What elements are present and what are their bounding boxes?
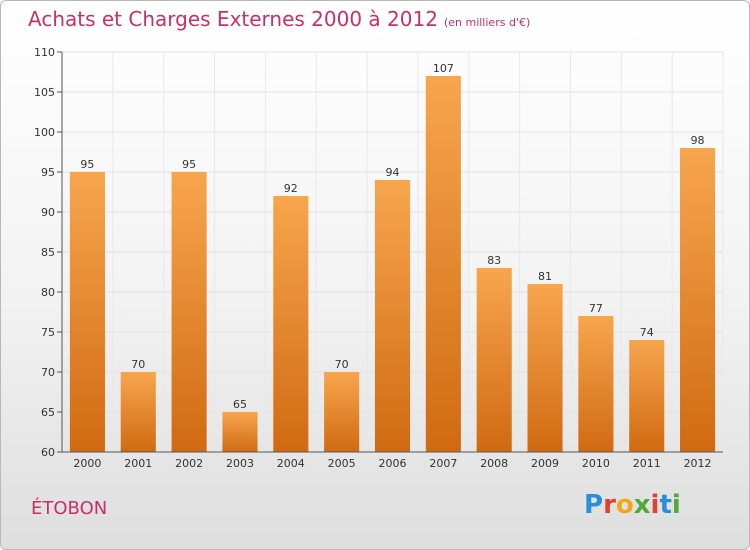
place-name: ÉTOBON <box>31 498 108 519</box>
labels: 60 65 70 75 80 85 90 95 100 105 110 95 2000 70 2001 95 2… <box>34 46 712 470</box>
logo-letter: r <box>603 490 616 520</box>
bar <box>324 372 360 452</box>
value-label: 65 <box>233 398 247 411</box>
y-tick-label: 95 <box>41 166 55 179</box>
logo-letter: x <box>633 490 651 520</box>
bars <box>69 76 716 452</box>
value-label: 77 <box>589 302 603 315</box>
y-tick-label: 100 <box>34 126 55 139</box>
bar <box>222 412 258 452</box>
value-label: 70 <box>131 358 145 371</box>
y-tick-label: 110 <box>34 46 55 59</box>
x-tick-label: 2005 <box>328 457 356 470</box>
bar <box>527 284 563 452</box>
x-tick-label: 2002 <box>175 457 203 470</box>
value-label: 74 <box>640 326 654 339</box>
value-label: 83 <box>487 254 501 267</box>
value-label: 98 <box>691 134 705 147</box>
chart-title: Achats et Charges Externes 2000 à 2012 (e… <box>28 7 530 31</box>
bar <box>374 180 411 452</box>
y-tick-label: 80 <box>41 286 55 299</box>
bar <box>476 268 512 452</box>
bar <box>425 76 461 452</box>
bar <box>273 196 309 452</box>
value-label: 94 <box>386 166 400 179</box>
y-tick-label: 85 <box>41 246 55 259</box>
proxiti-logo: Proxiti <box>584 490 681 520</box>
value-label: 81 <box>538 270 552 283</box>
logo-letter: i <box>671 490 681 520</box>
axes <box>57 51 723 453</box>
x-tick-label: 2004 <box>277 457 305 470</box>
x-tick-label: 2012 <box>684 457 712 470</box>
x-tick-label: 2007 <box>429 457 457 470</box>
y-tick-label: 90 <box>41 206 55 219</box>
y-tick-label: 105 <box>34 86 55 99</box>
y-tick-label: 60 <box>41 446 55 459</box>
x-tick-label: 2000 <box>73 457 101 470</box>
logo-letter: i <box>650 490 660 520</box>
value-label: 107 <box>433 62 454 75</box>
bar <box>171 172 207 452</box>
bar <box>680 148 716 452</box>
y-tick-label: 65 <box>41 406 55 419</box>
chart-title-unit: (en milliers d'€) <box>443 16 531 29</box>
chart-title-main: Achats et Charges Externes 2000 à 2012 <box>28 7 438 31</box>
value-label: 70 <box>335 358 349 371</box>
x-tick-label: 2010 <box>582 457 610 470</box>
x-tick-label: 2009 <box>531 457 559 470</box>
x-tick-label: 2006 <box>379 457 407 470</box>
x-tick-label: 2011 <box>633 457 661 470</box>
x-tick-label: 2001 <box>124 457 152 470</box>
value-label: 95 <box>182 158 196 171</box>
bar <box>120 372 156 452</box>
bar <box>69 172 105 452</box>
x-tick-label: 2003 <box>226 457 254 470</box>
logo-letter: t <box>659 490 672 520</box>
bar <box>629 340 665 452</box>
logo-letter: o <box>615 490 634 520</box>
bar <box>578 316 614 452</box>
y-tick-label: 75 <box>41 326 55 339</box>
y-tick-label: 70 <box>41 366 55 379</box>
value-label: 95 <box>80 158 94 171</box>
logo-letter: P <box>584 490 604 520</box>
x-tick-label: 2008 <box>480 457 508 470</box>
value-label: 92 <box>284 182 298 195</box>
